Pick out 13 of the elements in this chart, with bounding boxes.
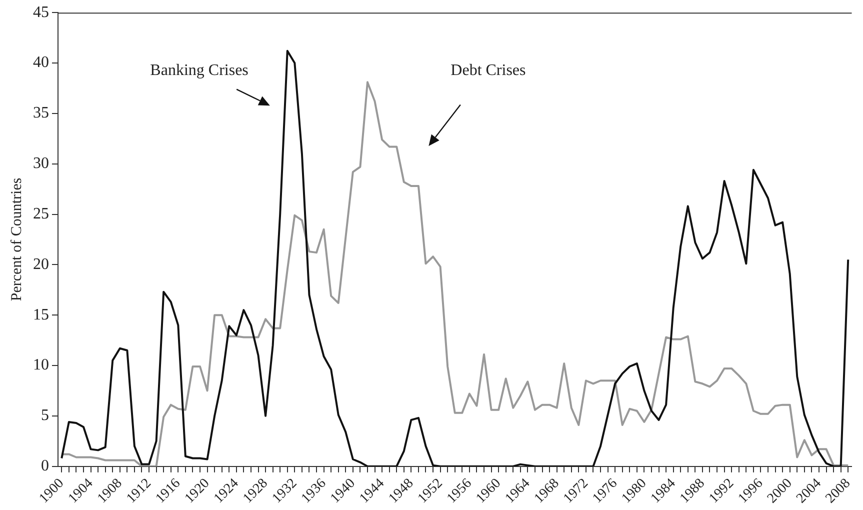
y-axis-title: Percent of Countries: [8, 178, 25, 302]
y-tick-label: 0: [41, 458, 49, 475]
annotation: Banking Crises: [150, 62, 248, 79]
y-tick-label: 45: [33, 4, 49, 21]
y-tick-label: 25: [33, 205, 49, 222]
annotation: Debt Crises: [450, 62, 526, 79]
y-tick-label: 35: [33, 104, 49, 122]
y-tick-label: 5: [41, 407, 49, 424]
y-tick-label: 30: [33, 155, 49, 172]
y-tick-label: 15: [33, 306, 49, 324]
y-tick-label: 20: [33, 256, 49, 273]
y-tick-label: 40: [33, 54, 49, 72]
y-tick-label: 10: [33, 356, 49, 374]
